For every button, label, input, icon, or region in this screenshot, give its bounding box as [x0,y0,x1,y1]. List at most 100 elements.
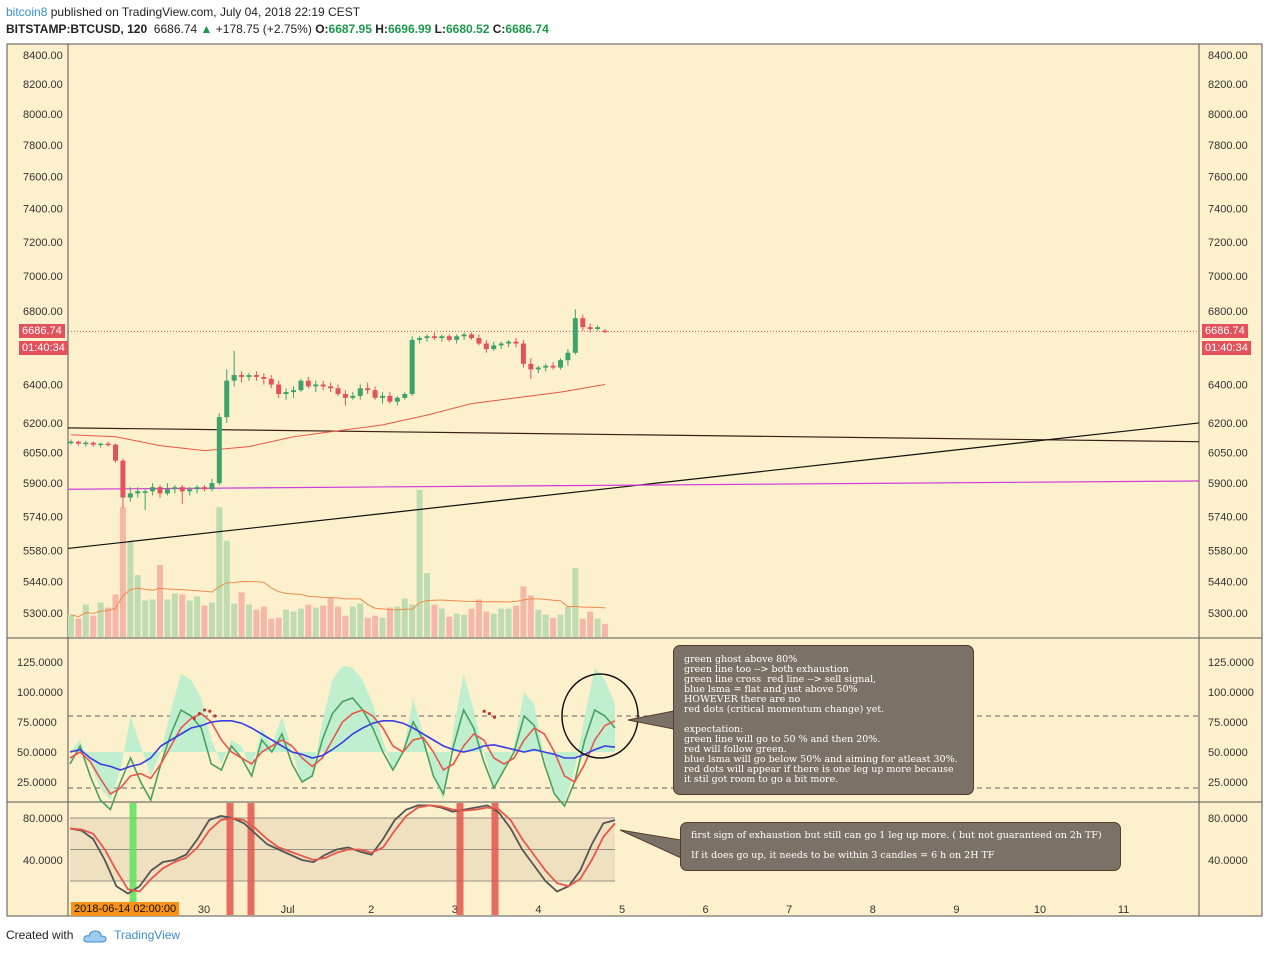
volume-bar [468,608,475,637]
price-tick-right: 5440.00 [1208,576,1248,588]
candle-body [454,336,460,340]
volume-bar [431,604,438,637]
volume-bar [275,617,282,637]
tradingview-link[interactable]: TradingView [114,928,181,942]
volume-bar [112,594,119,637]
volume-bar [446,616,453,637]
candle-body [439,336,445,339]
candle-body [483,343,489,350]
time-tick: 9 [953,904,959,916]
countdown-tag-left: 01:40:34 [19,341,68,355]
chart-background [7,44,1262,916]
stoch-signal-bar-red [491,803,499,915]
volume-bar [201,605,208,637]
godmode-tick-right: 75.0000 [1208,717,1248,729]
godmode-annotation[interactable]: green ghost above 80% green line too -->… [673,645,974,795]
candle-body [105,443,111,446]
candle-body [350,395,356,398]
countdown-tag-right: 01:40:34 [1202,341,1251,355]
price-tick-left: 7800.00 [23,140,63,152]
stoch-signal-bar-red [247,803,255,915]
volume-bar [164,599,171,637]
candle-body [424,336,430,339]
volume-bar [171,593,178,637]
volume-bar [564,606,571,637]
time-tick: 7 [786,904,792,916]
volume-bar [557,614,564,637]
stoch-tick-right: 40.0000 [1208,855,1248,867]
candle-body [246,375,252,377]
time-tick: 3 [452,904,458,916]
candle-body [268,378,274,385]
open-value: 6687.95 [328,22,372,36]
volume-bar [68,614,74,637]
volume-bar [475,599,482,637]
price-tick-left: 8000.00 [23,109,63,121]
red-momentum-dot [192,716,196,721]
volume-bar [142,600,149,637]
volume-bar [416,490,423,637]
candle-body [283,392,289,394]
low-label: L: [434,22,446,36]
volume-bar [157,565,163,637]
candle-body [372,390,378,398]
candle-body [528,363,534,370]
candle-body [446,336,452,340]
stoch-annotation[interactable]: first sign of exhaustion but still can g… [680,822,1121,871]
volume-bar [253,609,260,637]
volume-bar [312,607,319,637]
price-tick-right: 8200.00 [1208,79,1248,91]
candle-body [506,341,512,344]
volume-bar [424,573,430,637]
volume-bar [260,606,267,637]
smma-line [70,383,606,452]
candle-body [83,442,89,445]
time-tick: 10 [1034,904,1046,916]
godmode-tick-right: 100.0000 [1208,687,1254,699]
price-tick-right: 7800.00 [1208,140,1248,152]
price-tick-left: 6050.00 [23,448,63,460]
volume-bar [238,592,245,637]
candle-body [291,390,296,393]
godmode-tick-left: 75.0000 [17,717,57,729]
volume-bar [179,594,186,637]
red-momentum-dot [482,709,486,713]
volume-bar [90,615,97,637]
publish-info: published on TradingView.com, July 04, 2… [50,5,361,19]
candle-body [394,397,400,402]
red-momentum-dot [492,715,497,719]
up-arrow-icon: ▲ [200,22,213,36]
time-tick: Jul [281,904,295,916]
last-price: 6686.74 [153,22,198,36]
chart-header: bitcoin8 published on TradingView.com, J… [0,0,1269,42]
candle-body [187,489,193,492]
volume-bar [97,602,104,637]
highlight-circle [561,673,639,759]
price-tick-right: 8000.00 [1208,109,1248,121]
stoch-d-line [69,804,616,893]
volume-bar [579,618,586,637]
time-tick: 30 [198,904,210,916]
candle-body [461,334,467,337]
volume-bar [409,604,416,637]
candle-body [253,375,259,377]
godmode-tick-right: 125.0000 [1208,657,1254,669]
price-tick-left: 5580.00 [23,546,63,558]
volume-bar [572,568,579,637]
volume-bar [246,604,252,637]
author-link[interactable]: bitcoin8 [6,5,48,19]
volume-bar [194,596,201,637]
close-value: 6686.74 [505,22,549,36]
volume-bar [342,615,349,637]
price-tick-left: 6200.00 [23,418,63,430]
stoch-tick-left: 80.0000 [23,813,63,825]
price-tick-left: 8200.00 [23,79,63,91]
candle-body [543,365,549,368]
candle-body [565,352,571,361]
candle-body [602,330,608,333]
candle-body [202,487,207,490]
price-tick-right: 6800.00 [1208,306,1248,318]
candle-body [179,487,185,492]
candle-body [513,341,519,344]
